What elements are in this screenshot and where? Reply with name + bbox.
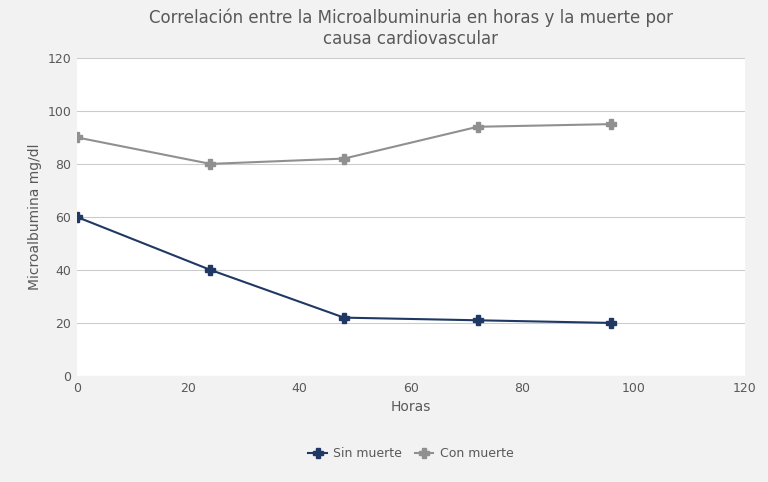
Sin muerte <box>607 320 616 326</box>
Con muerte <box>607 121 616 127</box>
Title: Correlación entre la Microalbuminuria en horas y la muerte por
causa cardiovascu: Correlación entre la Microalbuminuria en… <box>149 9 673 48</box>
Line: Sin muerte: Sin muerte <box>72 212 616 328</box>
Sin muerte <box>339 315 349 321</box>
Con muerte <box>339 156 349 161</box>
Line: Con muerte: Con muerte <box>72 119 616 169</box>
Con muerte <box>72 134 81 140</box>
Sin muerte <box>72 214 81 220</box>
Con muerte <box>473 124 482 130</box>
Con muerte <box>206 161 215 167</box>
Legend: Sin muerte, Con muerte: Sin muerte, Con muerte <box>303 442 518 465</box>
Y-axis label: Microalbumina mg/dl: Microalbumina mg/dl <box>28 144 41 290</box>
Sin muerte <box>473 318 482 323</box>
Sin muerte <box>206 267 215 273</box>
X-axis label: Horas: Horas <box>391 400 431 414</box>
